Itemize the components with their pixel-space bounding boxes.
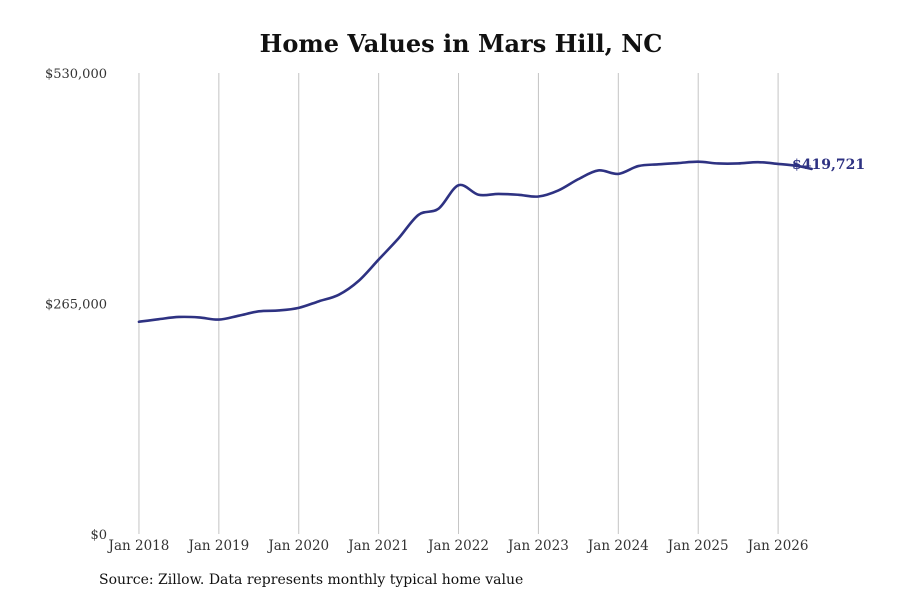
latest-value-label: $419,721 [792,157,865,173]
x-tick-label: Jan 2018 [107,538,170,554]
y-tick-label: $265,000 [45,298,107,313]
x-tick-label: Jan 2024 [586,538,649,554]
x-tick-label: Jan 2025 [666,538,729,554]
x-axis-labels: Jan 2018 Jan 2019 Jan 2020 Jan 2021 Jan 2022… [107,538,809,554]
x-tick-label: Jan 2023 [506,538,569,554]
y-axis-labels: $0 $265,000 $530,000 [45,67,107,543]
gridlines [138,73,779,534]
x-tick-label: Jan 2021 [346,538,409,554]
home-value-line [137,160,813,324]
chart-title: Home Values in Mars Hill, NC [260,29,663,58]
x-tick-label: Jan 2026 [746,538,809,554]
x-tick-label: Jan 2022 [426,538,489,554]
x-tick-label: Jan 2019 [186,538,249,554]
y-tick-label: $530,000 [45,67,107,82]
source-note: Source: Zillow. Data represents monthly … [99,572,524,588]
x-tick-label: Jan 2020 [266,538,329,554]
y-tick-label: $0 [90,528,107,543]
